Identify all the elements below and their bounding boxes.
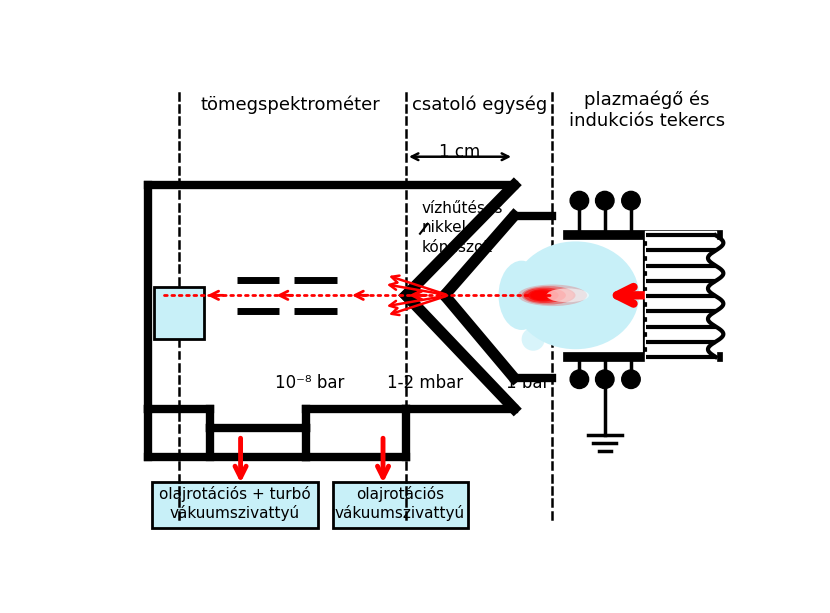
Bar: [333, 482, 468, 528]
Text: olajrotációs
vákuumszivattyú: olajrotációs vákuumszivattyú: [334, 486, 465, 520]
Text: 1 bar: 1 bar: [506, 374, 549, 392]
Text: 10⁻⁸ bar: 10⁻⁸ bar: [276, 374, 344, 392]
Circle shape: [570, 370, 588, 389]
Text: tömegspektrométer: tömegspektrométer: [201, 95, 380, 113]
Ellipse shape: [524, 287, 566, 303]
Text: olajrotációs + turbó
vákuumszivattyú: olajrotációs + turbó vákuumszivattyú: [159, 486, 310, 520]
Ellipse shape: [512, 242, 639, 349]
Text: vízhűtéses
nikkel
kónuszok: vízhűtéses nikkel kónuszok: [422, 200, 503, 255]
Ellipse shape: [521, 328, 544, 351]
Ellipse shape: [499, 261, 544, 330]
Circle shape: [622, 370, 640, 389]
Circle shape: [596, 370, 614, 389]
Ellipse shape: [547, 288, 589, 302]
Text: 1 cm: 1 cm: [439, 143, 481, 161]
Circle shape: [622, 191, 640, 210]
Ellipse shape: [547, 289, 574, 302]
Circle shape: [570, 191, 588, 210]
Text: plazmaégő és
indukciós tekercs: plazmaégő és indukciós tekercs: [569, 91, 725, 130]
Ellipse shape: [528, 289, 559, 302]
Text: csatoló egység: csatoló egység: [412, 95, 547, 113]
Circle shape: [596, 191, 614, 210]
Ellipse shape: [521, 286, 575, 305]
Bar: [154, 287, 203, 339]
Ellipse shape: [533, 291, 544, 299]
Ellipse shape: [518, 284, 587, 306]
Bar: [152, 482, 318, 528]
Ellipse shape: [530, 291, 552, 300]
Text: 1-2 mbar: 1-2 mbar: [388, 374, 463, 392]
